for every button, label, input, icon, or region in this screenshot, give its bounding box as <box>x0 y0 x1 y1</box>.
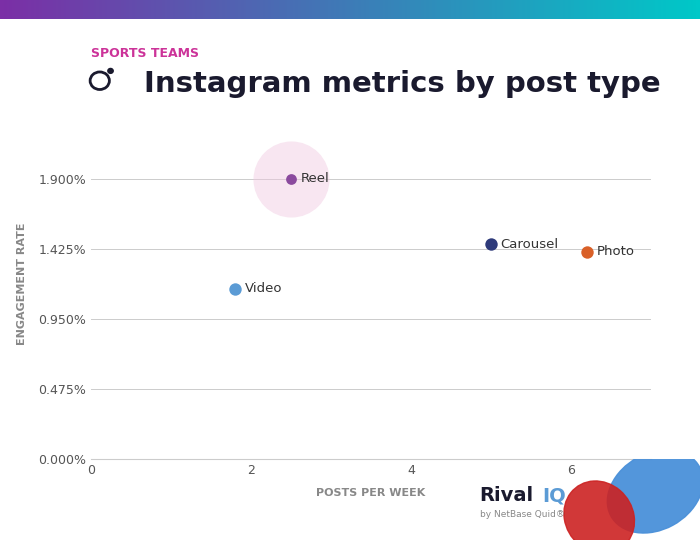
Text: SPORTS TEAMS: SPORTS TEAMS <box>91 46 199 60</box>
Point <box>230 285 241 293</box>
Point <box>485 240 496 249</box>
Y-axis label: ENGAGEMENT RATE: ENGAGEMENT RATE <box>17 222 27 345</box>
Text: Rival: Rival <box>480 486 533 505</box>
Text: Carousel: Carousel <box>500 238 559 251</box>
Text: Video: Video <box>244 282 282 295</box>
Circle shape <box>108 69 113 73</box>
Text: IQ: IQ <box>542 486 566 505</box>
Point <box>582 247 593 256</box>
X-axis label: POSTS PER WEEK: POSTS PER WEEK <box>316 488 426 498</box>
Text: Reel: Reel <box>300 172 330 185</box>
Text: Instagram metrics by post type: Instagram metrics by post type <box>144 70 660 98</box>
Text: Photo: Photo <box>596 245 635 258</box>
Ellipse shape <box>608 450 700 533</box>
Point <box>286 174 297 183</box>
Ellipse shape <box>564 481 634 540</box>
Text: by NetBase Quid®: by NetBase Quid® <box>480 510 564 519</box>
Point <box>286 174 297 183</box>
